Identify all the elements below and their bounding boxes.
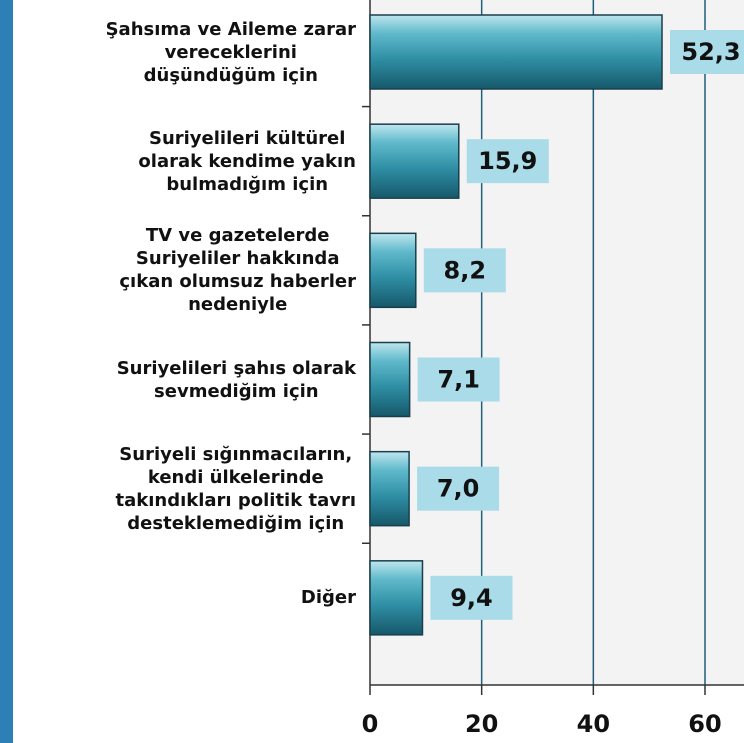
category-label-box: Suriyeli sığınmacıların, kendi ülkelerin… [14,429,357,549]
category-label-box: Diğer [14,538,356,658]
plot-area [370,0,744,685]
x-tick-label: 40 [577,710,610,738]
y-tick-label: Suriyeli sığınmacıların, kendi ülkelerin… [115,443,357,534]
bar [369,14,663,90]
left-border [0,0,13,743]
value-label-box [417,466,500,511]
y-tick-label: TV ve gazetelerde Suriyeliler hakkında ç… [119,225,356,316]
bar [369,123,460,199]
value-label: 9,4 [450,584,493,612]
value-label-box [670,30,744,74]
bar [369,560,424,636]
category-label-box: Şahsıma ve Aileme zarar vereceklerini dü… [14,0,356,112]
value-label-box [417,357,500,402]
category-label-box: TV ve gazetelerde Suriyeliler hakkında ç… [14,210,356,330]
value-label: 8,2 [444,256,487,284]
x-tick-label: 20 [465,710,498,738]
x-tick-label: 0 [362,710,379,738]
category-label-box: Suriyelileri kültürel olarak kendime yak… [14,101,356,221]
value-label: 7,1 [437,366,480,394]
category-label-box: Suriyelileri şahıs olarak sevmediğim içi… [14,320,356,440]
value-label: 7,0 [437,475,480,503]
y-tick-label: Suriyelileri şahıs olarak sevmediğim içi… [116,357,356,402]
bar [369,450,410,527]
bar [369,232,417,309]
y-tick-label: Diğer [300,587,356,609]
bar [369,341,411,418]
value-label-box [423,248,506,293]
x-tick-label: 60 [688,710,721,738]
y-tick-label: Şahsıma ve Aileme zarar vereceklerini dü… [105,18,356,86]
value-label-box [430,575,513,620]
value-label: 52,3 [681,38,740,66]
y-tick-label: Suriyelileri kültürel olarak kendime yak… [138,127,356,195]
value-label: 15,9 [478,147,537,175]
value-label-box [466,139,549,184]
